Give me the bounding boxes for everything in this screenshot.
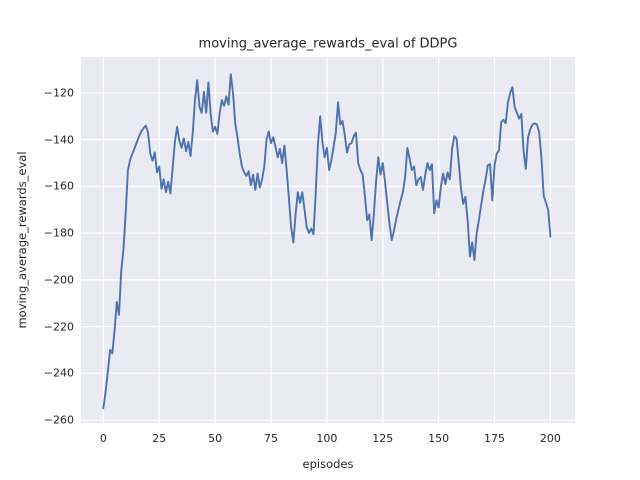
x-tick-label: 50 [208,432,223,445]
x-tick-label: 175 [484,432,506,445]
axes-background [81,57,575,423]
y-tick-label: −180 [43,226,74,240]
grid-lines [81,57,575,423]
x-tick-label: 125 [372,432,394,445]
y-tick-label: −200 [43,273,74,287]
x-tick-label: 75 [264,432,278,445]
x-tick-label: 100 [316,432,338,445]
x-tick-label: 0 [99,432,107,445]
x-tick-label: 200 [539,432,561,445]
chart-title: moving_average_rewards_eval of DDPG [198,36,458,52]
reward-line-series [102,73,552,410]
y-tick-label: −120 [43,86,74,100]
y-tick-label: −260 [43,413,74,427]
y-tick-label: −220 [43,320,74,334]
x-tick-label: 150 [428,432,450,445]
series-line [102,73,552,410]
x-tick-label: 25 [152,432,167,445]
y-tick-label: −160 [43,179,74,193]
y-tick-label: −240 [43,366,74,380]
x-axis-label: episodes [302,457,354,471]
y-axis-label: moving_average_rewards_eval [15,151,29,329]
y-tick-label: −140 [43,133,74,147]
